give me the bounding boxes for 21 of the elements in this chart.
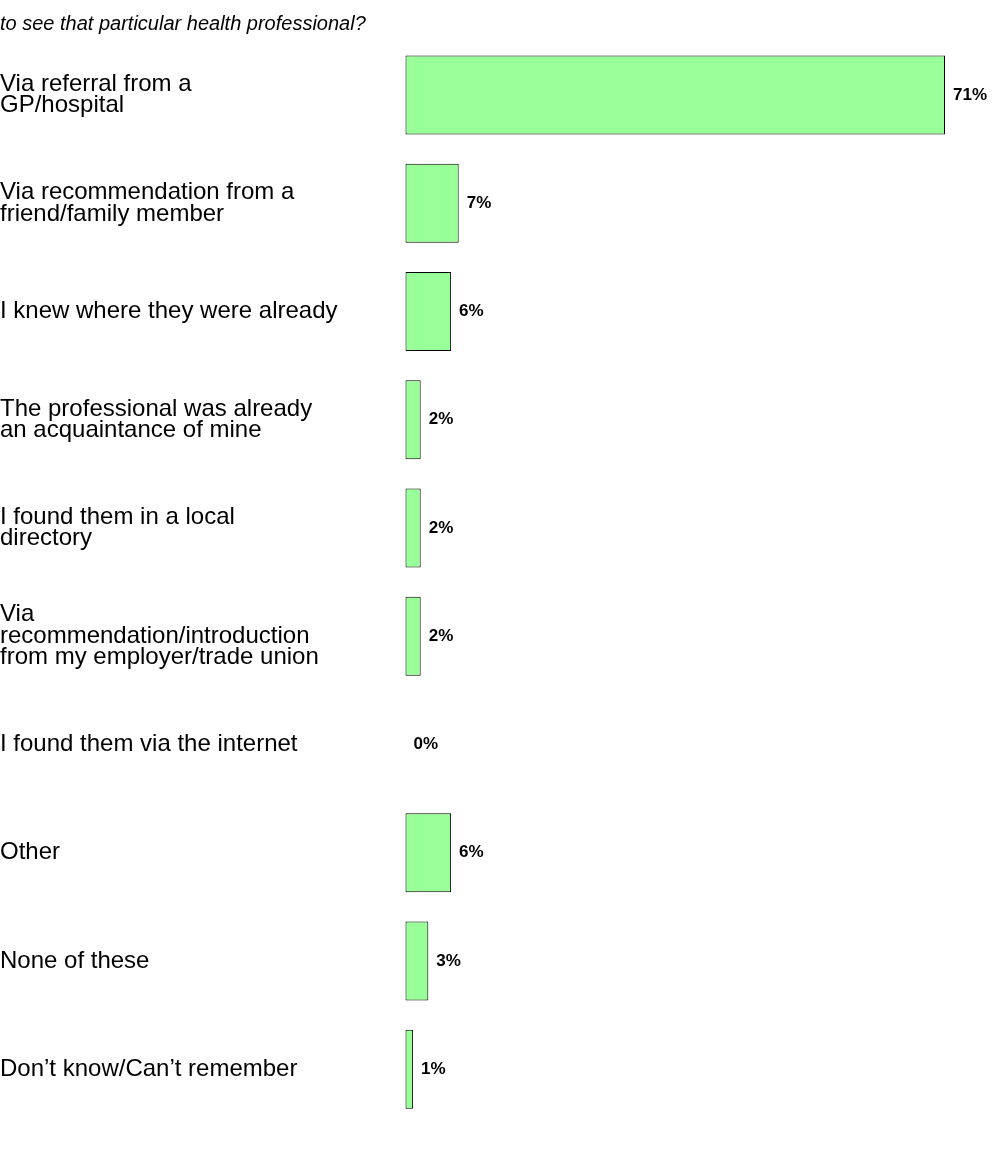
y-tick-label: I knew where they were already [0,296,338,324]
data-label: 6% [459,301,484,321]
y-tick-label: Via recommendation from a friend/family member [0,177,296,226]
data-label: 7% [466,192,492,212]
data-label: 2% [428,517,454,537]
data-label: 0% [413,734,439,754]
y-tick-label: Via referral from a GP/hospital [0,68,193,118]
y-tick-label: Other [0,837,61,865]
text: to see that particular health professional? [0,12,367,35]
y-tick-label: None of these [0,945,150,973]
y-tick-label: Don’t know/Can’t remember [0,1053,298,1081]
y-tick-label: Via recommendation/introduction from my employer/trade union [0,599,319,670]
y-tick-label: The professional was already an acquaintance of mine [0,393,313,443]
data-label: 3% [436,950,461,970]
data-label: 6% [459,842,484,862]
data-label: 2% [428,625,454,645]
y-tick-label: I found them in a local directory [0,501,235,551]
data-label: 1% [421,1058,446,1078]
data-label: 71% [953,84,988,104]
y-tick-label: I found them via the internet [0,729,298,757]
data-label: 2% [428,409,454,429]
